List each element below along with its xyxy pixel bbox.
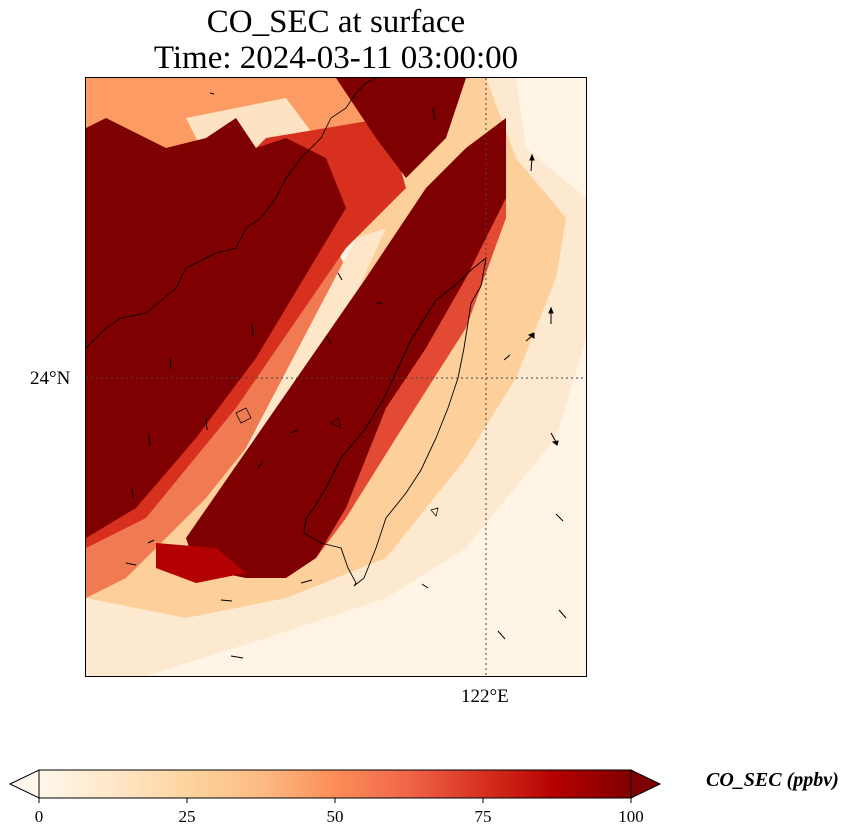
colorbar-tick-marks bbox=[38, 798, 632, 803]
colorbar-body bbox=[38, 769, 632, 799]
longitude-tick-label: 122°E bbox=[461, 686, 509, 707]
colorbar-tick-100: 100 bbox=[618, 807, 644, 826]
taiwan-coastline bbox=[303, 256, 487, 587]
china-coastline bbox=[86, 78, 377, 349]
map-title: CO_SEC at surface bbox=[206, 4, 466, 40]
dark-plume-west-inner bbox=[86, 208, 306, 508]
colorbar-label: CO_SEC (ppbv) bbox=[706, 769, 839, 791]
latitude-tick-label: 24°N bbox=[30, 368, 71, 389]
colorbar-tick-25: 25 bbox=[178, 807, 196, 826]
colorbar bbox=[8, 769, 662, 803]
map-panel bbox=[85, 77, 587, 677]
colorbar-tick-50: 50 bbox=[326, 807, 344, 826]
dark-plume-east bbox=[186, 118, 506, 578]
concentration-field bbox=[86, 78, 586, 676]
islands-outline bbox=[235, 407, 439, 517]
map-time: Time: 2024-03-11 03:00:00 bbox=[153, 40, 519, 76]
colorbar-extend-max bbox=[630, 769, 662, 799]
colorbar-tick-75: 75 bbox=[474, 807, 492, 826]
colorbar-tick-0: 0 bbox=[34, 807, 44, 826]
dark-plume-top bbox=[336, 78, 466, 178]
wind-arrows bbox=[125, 92, 567, 659]
colorbar-extend-min bbox=[8, 769, 40, 799]
dark-patch-se bbox=[156, 543, 246, 583]
